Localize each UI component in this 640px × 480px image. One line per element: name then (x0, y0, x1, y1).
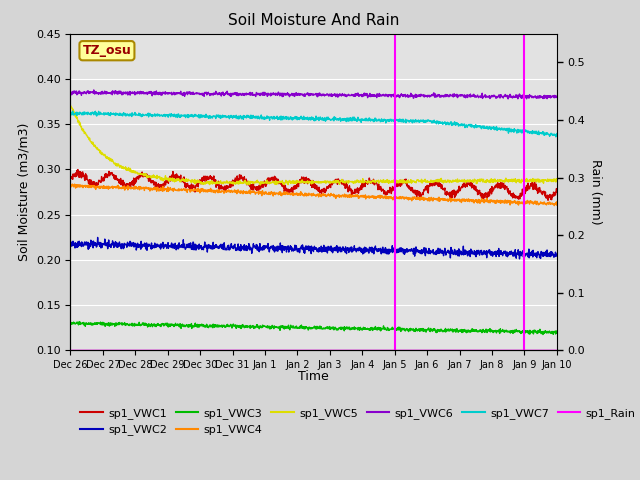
Y-axis label: Soil Moisture (m3/m3): Soil Moisture (m3/m3) (17, 123, 30, 261)
Title: Soil Moisture And Rain: Soil Moisture And Rain (228, 13, 399, 28)
Text: TZ_osu: TZ_osu (83, 44, 131, 57)
X-axis label: Time: Time (298, 370, 329, 383)
Legend: sp1_VWC1, sp1_VWC2, sp1_VWC3, sp1_VWC4, sp1_VWC5, sp1_VWC6, sp1_VWC7, sp1_Rain: sp1_VWC1, sp1_VWC2, sp1_VWC3, sp1_VWC4, … (76, 404, 640, 440)
Y-axis label: Rain (mm): Rain (mm) (589, 159, 602, 225)
